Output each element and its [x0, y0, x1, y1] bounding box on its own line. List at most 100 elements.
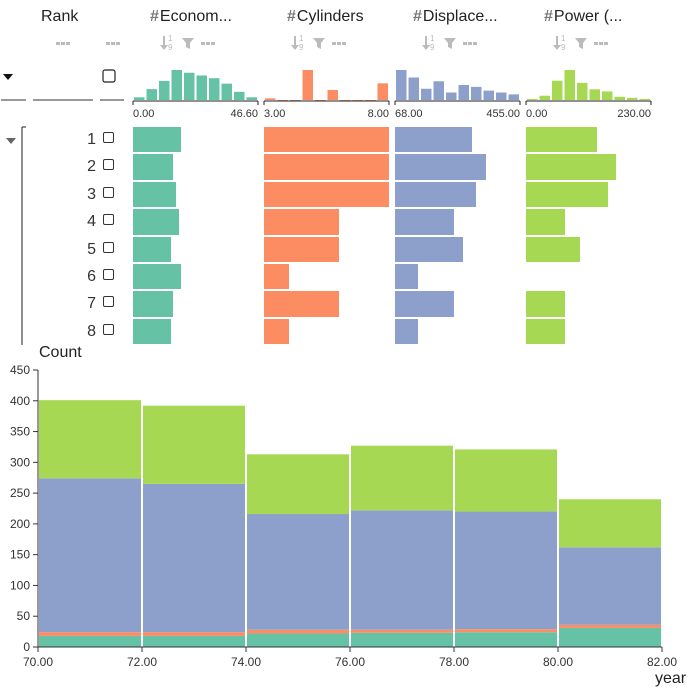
- sort-numeric-icon[interactable]: 19: [422, 34, 435, 52]
- row-checkbox[interactable]: [103, 323, 114, 335]
- more-icon[interactable]: [201, 42, 215, 45]
- row-checkbox[interactable]: [103, 241, 114, 253]
- chart-bar-economy[interactable]: [247, 633, 349, 647]
- chart-bar-displacement[interactable]: [559, 547, 661, 625]
- histogram-bin[interactable]: [234, 91, 245, 100]
- more-icon[interactable]: [463, 42, 477, 45]
- histogram-bin[interactable]: [458, 85, 470, 100]
- filter-icon[interactable]: [444, 38, 456, 49]
- chart-bar-economy[interactable]: [39, 635, 141, 647]
- chart-bar-power[interactable]: [247, 454, 349, 515]
- collapse-caret-icon[interactable]: [3, 74, 13, 80]
- chart-bar-cylinders[interactable]: [351, 629, 453, 633]
- histogram-bin[interactable]: [302, 70, 314, 100]
- table-row[interactable]: 1: [0, 126, 693, 153]
- chart-bar-displacement[interactable]: [455, 511, 557, 630]
- histogram-bin[interactable]: [315, 100, 326, 101]
- histogram-bin[interactable]: [352, 100, 364, 101]
- chart-bar-cylinders[interactable]: [455, 629, 557, 633]
- histogram-bin[interactable]: [421, 88, 432, 100]
- table-row[interactable]: 6: [0, 263, 693, 290]
- histogram-bin[interactable]: [408, 77, 420, 101]
- chart-bar-cylinders[interactable]: [559, 624, 661, 628]
- histogram-bin[interactable]: [265, 98, 276, 100]
- histogram-bin[interactable]: [527, 98, 538, 100]
- group-caret-icon[interactable]: [6, 138, 16, 144]
- histogram-bin[interactable]: [471, 86, 482, 100]
- histogram-bin[interactable]: [290, 100, 301, 101]
- row-checkbox[interactable]: [103, 159, 114, 171]
- chart-bar-economy[interactable]: [351, 632, 453, 647]
- histogram-bin[interactable]: [496, 92, 507, 101]
- histogram-bin[interactable]: [196, 75, 208, 100]
- histogram-bin[interactable]: [146, 89, 158, 100]
- histogram-bin[interactable]: [159, 80, 170, 100]
- table-row[interactable]: 4: [0, 208, 693, 235]
- histogram-bin[interactable]: [508, 94, 520, 100]
- chart-bar-power[interactable]: [351, 445, 453, 511]
- histogram-bin[interactable]: [433, 81, 445, 100]
- table-row[interactable]: 2: [0, 153, 693, 180]
- histogram-bin[interactable]: [277, 100, 289, 101]
- filter-icon[interactable]: [182, 38, 194, 49]
- select-all-checkbox[interactable]: [102, 69, 116, 83]
- chart-bar-displacement[interactable]: [351, 510, 453, 630]
- row-checkbox[interactable]: [103, 132, 114, 143]
- chart-bar-cylinders[interactable]: [247, 629, 349, 634]
- table-row[interactable]: 5: [0, 236, 693, 263]
- table-row[interactable]: 8: [0, 318, 693, 345]
- table-row[interactable]: 3: [0, 181, 693, 208]
- chart-bar-power[interactable]: [559, 499, 661, 548]
- chart-bar-displacement[interactable]: [143, 483, 245, 633]
- histogram-bin[interactable]: [134, 97, 145, 100]
- histogram-bin[interactable]: [627, 97, 638, 100]
- histogram-bin[interactable]: [171, 70, 183, 100]
- histogram-bin[interactable]: [340, 100, 351, 101]
- more-icon[interactable]: [56, 42, 70, 45]
- sort-numeric-icon[interactable]: 19: [553, 34, 566, 52]
- filter-icon[interactable]: [313, 38, 325, 49]
- histogram-bin[interactable]: [602, 91, 613, 100]
- chart-bar-economy[interactable]: [455, 632, 557, 647]
- histogram-bin[interactable]: [564, 70, 576, 100]
- table-row[interactable]: 7: [0, 290, 693, 317]
- column-header-rank[interactable]: Rank: [41, 8, 78, 26]
- chart-bar-cylinders[interactable]: [143, 632, 245, 636]
- histogram-bin[interactable]: [327, 90, 339, 100]
- row-checkbox[interactable]: [103, 214, 114, 226]
- chart-bar-displacement[interactable]: [39, 478, 141, 633]
- histogram-bin[interactable]: [221, 83, 233, 100]
- histogram-bin[interactable]: [209, 78, 220, 100]
- chart-bar-power[interactable]: [455, 449, 557, 512]
- row-checkbox[interactable]: [103, 296, 114, 308]
- chart-bar-economy[interactable]: [143, 635, 245, 647]
- histogram-bin[interactable]: [446, 92, 457, 101]
- histogram-bin[interactable]: [639, 98, 651, 100]
- histogram-bin[interactable]: [483, 90, 495, 100]
- more-icon[interactable]: [332, 42, 346, 45]
- sort-numeric-icon[interactable]: 19: [160, 34, 173, 52]
- filter-icon[interactable]: [575, 38, 587, 49]
- chart-bar-power[interactable]: [39, 400, 141, 479]
- histogram-bin[interactable]: [614, 96, 626, 100]
- histogram-bin[interactable]: [396, 70, 407, 100]
- sort-numeric-icon[interactable]: 19: [291, 34, 304, 52]
- chart-bar-power[interactable]: [143, 405, 245, 484]
- more-icon[interactable]: [106, 42, 120, 45]
- column-header-displacement[interactable]: #Displace...: [413, 8, 498, 26]
- histogram-bin[interactable]: [589, 89, 601, 100]
- column-header-power[interactable]: #Power (...: [544, 8, 622, 26]
- row-checkbox[interactable]: [103, 269, 114, 280]
- more-icon[interactable]: [594, 42, 608, 45]
- row-checkbox[interactable]: [103, 186, 114, 198]
- histogram-bin[interactable]: [184, 72, 195, 100]
- chart-bar-displacement[interactable]: [247, 514, 349, 630]
- chart-bar-economy[interactable]: [559, 627, 661, 647]
- column-header-cylinders[interactable]: #Cylinders: [287, 8, 364, 26]
- histogram-bin[interactable]: [377, 83, 389, 100]
- histogram-bin[interactable]: [365, 100, 376, 101]
- chart-bar-cylinders[interactable]: [39, 632, 141, 636]
- histogram-bin[interactable]: [577, 82, 588, 100]
- histogram-bin[interactable]: [552, 80, 563, 100]
- column-header-economy[interactable]: #Econom...: [150, 8, 232, 26]
